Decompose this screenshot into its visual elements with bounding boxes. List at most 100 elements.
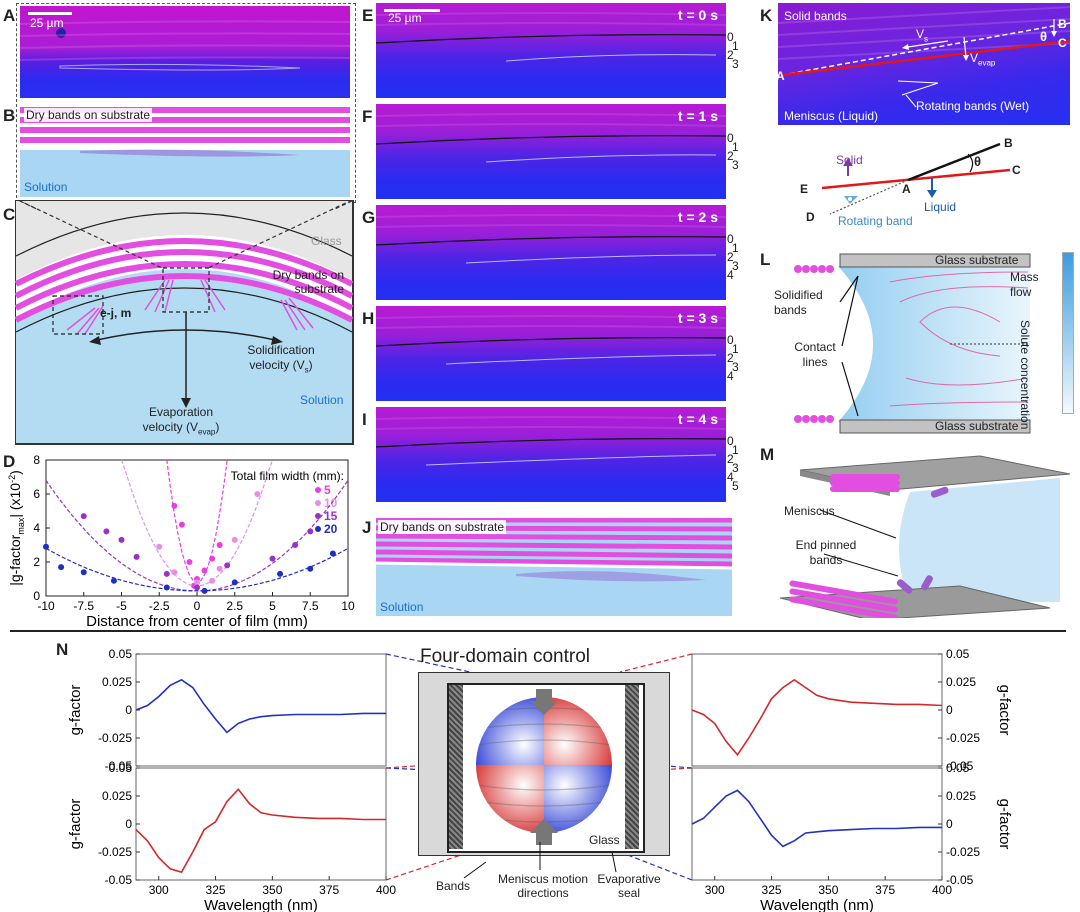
y-tick-label: 0 — [946, 817, 953, 831]
band-number: 0 — [727, 30, 734, 44]
band-number: 1 — [732, 39, 739, 53]
data-point — [307, 528, 314, 535]
y-tick-label: 0 — [33, 589, 40, 603]
meniscus-dir-label-n: Meniscus motion directions — [497, 872, 589, 900]
meniscus-label-m: Meniscus — [784, 504, 835, 518]
evaporation-label-c: Evaporation velocity (Vevap) — [142, 405, 220, 437]
point-d-diagram: D — [806, 210, 815, 224]
data-point — [194, 584, 200, 591]
data-point — [103, 528, 110, 535]
panel-label-d: D — [3, 452, 16, 471]
panel-label-a: A — [3, 6, 16, 25]
y-axis-label: g-factor — [996, 799, 1013, 850]
plot-frame — [135, 653, 387, 767]
solid-bands-label-k: Solid bands — [784, 9, 847, 23]
scale-bar-text-e: 25 µm — [388, 11, 422, 25]
band-number: 4 — [727, 470, 734, 484]
section-divider — [10, 630, 1066, 632]
y-axis-label: g-factor — [996, 685, 1013, 736]
solution-label-b: Solution — [24, 180, 68, 194]
glass-bottom-label-l: Glass substrate — [935, 419, 1019, 433]
y-tick-label: -0.05 — [105, 759, 133, 773]
schematic-j: Dry bands on substrate Solution — [376, 514, 732, 616]
data-point — [118, 536, 125, 543]
data-point — [80, 569, 87, 576]
data-point — [133, 553, 140, 560]
x-tick-label: 300 — [705, 883, 725, 897]
time-label-e: t = 0 s — [677, 7, 718, 23]
data-point — [231, 579, 238, 586]
data-point — [231, 536, 238, 543]
x-tick-label: 325 — [762, 883, 782, 897]
inset-label-c: e-j, m — [100, 306, 132, 320]
band-number: 0 — [727, 333, 734, 347]
data-point — [194, 579, 200, 586]
connector — [385, 851, 471, 881]
data-point — [156, 543, 163, 550]
fit-curve — [45, 480, 349, 592]
data-point — [110, 577, 117, 584]
point-b-label-k: B — [1058, 17, 1067, 31]
micrograph-f: t = 1 s — [376, 104, 726, 199]
y-tick-label: -0.05 — [946, 759, 974, 773]
y-tick-label: -0.025 — [98, 731, 132, 745]
y-axis-label: |g-factormax| (x10-2) — [7, 470, 26, 586]
band-number: 0 — [727, 232, 734, 246]
y-tick-label: -0.05 — [105, 873, 133, 887]
vs-label-k: Vs — [916, 27, 929, 44]
band-number: 3 — [732, 360, 739, 374]
data-point — [224, 562, 231, 569]
schematic-m — [780, 455, 1070, 618]
band-number: 2 — [727, 452, 734, 466]
data-point — [216, 565, 223, 572]
y-tick-label: 4 — [33, 521, 40, 535]
liquid-label-diagram: Liquid — [924, 200, 957, 214]
data-point — [329, 550, 336, 557]
four-domain-cell: Glass — [418, 672, 670, 856]
left-seal — [449, 685, 463, 849]
y-tick-label: 0.05 — [946, 647, 970, 661]
y-tick-label: -0.025 — [98, 845, 132, 859]
data-point — [171, 569, 178, 576]
x-tick-label: 350 — [262, 883, 282, 897]
connector — [619, 653, 693, 673]
point-c-diagram: C — [1012, 163, 1021, 177]
panel-label-l: L — [760, 250, 771, 269]
connector — [385, 653, 471, 673]
panel-label-n: N — [56, 640, 69, 659]
fit-curve — [166, 459, 228, 584]
x-tick-label: -7.5 — [73, 599, 94, 613]
vector-diagram-k — [821, 142, 1011, 215]
y-tick-label: 2 — [33, 555, 40, 569]
solidified-label-l: Solidified bands — [774, 288, 823, 317]
legend-entry: 10 — [324, 496, 338, 510]
data-point — [201, 567, 208, 574]
data-point — [254, 491, 261, 497]
x-tick-label: 5 — [269, 599, 276, 613]
schematic-b: Dry bands on substrate Solution — [20, 103, 350, 197]
legend-marker — [315, 500, 321, 506]
panel-label-c: C — [3, 205, 16, 224]
data-point — [80, 513, 87, 520]
data-point — [163, 584, 170, 591]
band-number: 0 — [727, 434, 734, 448]
y-tick-label: 0.025 — [102, 789, 132, 803]
glass-label-n: Glass — [589, 833, 620, 847]
panel-label-h: H — [362, 309, 375, 328]
legend-title: Total film width (mm): — [231, 469, 344, 483]
four-domain-title: Four-domain control — [420, 646, 591, 667]
panel-label-k: K — [760, 6, 773, 25]
y-axis-label: g-factor — [67, 799, 84, 850]
data-point — [163, 570, 170, 577]
dry-bands-label-b: Dry bands on substrate — [24, 108, 153, 122]
legend-entry: 20 — [324, 522, 338, 536]
right-seal — [625, 685, 639, 849]
spectrum-line — [691, 789, 942, 848]
vevap-label-k: Vevap — [970, 51, 996, 68]
x-tick-label: 7.5 — [302, 599, 319, 613]
legend-entry: 5 — [324, 483, 331, 497]
g-factor-spectra: 0.05 0.025 0 -0.025 -0.05 g-factor 0.05 0.025 0 -… — [67, 647, 1013, 912]
connector — [619, 851, 693, 881]
band-number: 2 — [727, 351, 734, 365]
y-tick-label: 0.05 — [109, 647, 133, 661]
